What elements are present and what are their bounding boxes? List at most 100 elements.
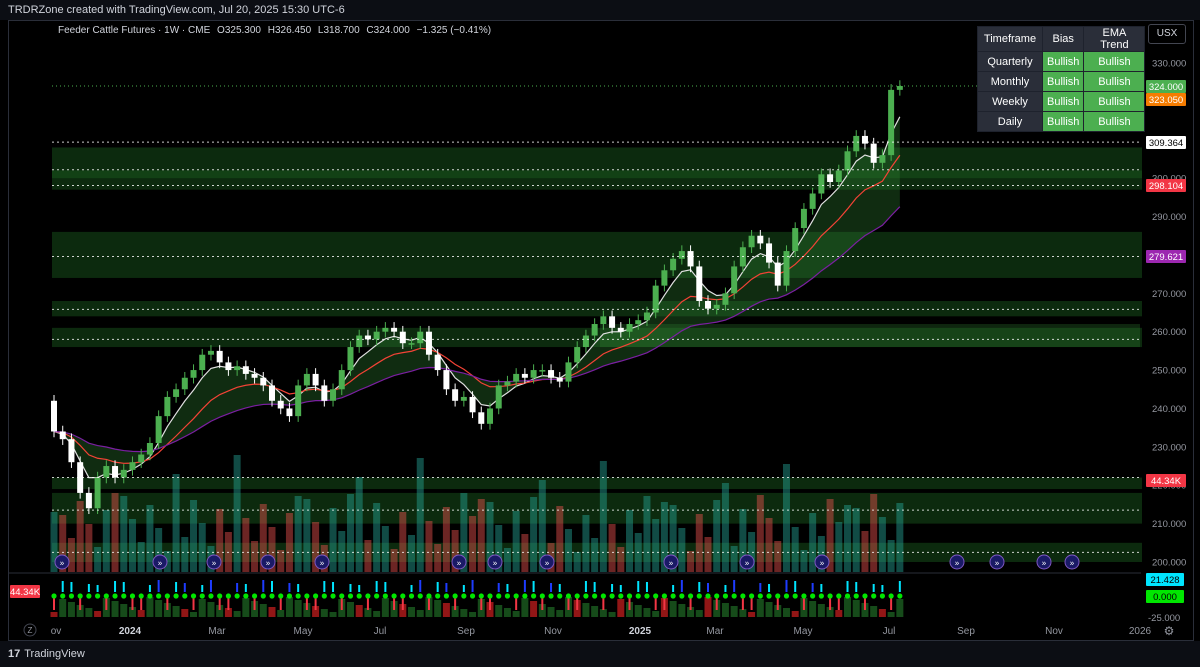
osc-bar xyxy=(76,605,84,617)
osc-dot xyxy=(164,593,170,599)
osc-volume-label-text: 44.34K xyxy=(10,587,41,598)
osc-dot xyxy=(129,593,136,599)
osc-spike xyxy=(366,598,369,610)
osc-spike xyxy=(733,580,736,592)
volume-bar xyxy=(739,509,747,572)
osc-spike xyxy=(236,583,239,592)
osc-bar xyxy=(312,606,320,617)
candle-body xyxy=(783,251,790,286)
candle-body xyxy=(591,324,598,336)
osc-dot xyxy=(801,593,807,599)
osc-dot xyxy=(356,593,362,599)
signal-marker: » xyxy=(206,554,222,570)
candle-body xyxy=(582,335,589,348)
header-bias: Bias xyxy=(1041,26,1085,52)
volume-bar xyxy=(626,510,634,572)
volume-bar xyxy=(896,503,904,572)
signal-marker: » xyxy=(54,554,70,570)
osc-spike xyxy=(829,598,832,610)
signal-marker-icon: » xyxy=(1070,559,1075,568)
candle-body xyxy=(487,408,493,424)
candle-body xyxy=(722,293,729,305)
osc-spike xyxy=(253,598,256,610)
volume-bar xyxy=(469,516,477,572)
bias-cell: Bullish xyxy=(1041,91,1085,112)
signal-marker-circle xyxy=(989,554,1005,570)
candle-body xyxy=(77,462,84,493)
osc-spike xyxy=(175,582,178,592)
volume-bar xyxy=(617,547,625,572)
brand-name: TradingView xyxy=(24,648,85,660)
osc-dot xyxy=(522,593,528,599)
candle-body xyxy=(155,416,162,444)
signal-marker-circle xyxy=(206,554,222,570)
volume-bar xyxy=(408,535,416,572)
osc-bar xyxy=(233,611,241,617)
volume-bar xyxy=(190,500,198,572)
candle-body xyxy=(216,350,223,363)
volume-bar xyxy=(251,541,259,572)
osc-spike xyxy=(584,581,587,592)
volume-bar xyxy=(564,529,572,572)
currency-button[interactable]: USX xyxy=(1148,24,1186,44)
zone-box xyxy=(52,327,1142,348)
candle-body xyxy=(434,354,441,371)
volume-bar xyxy=(765,518,773,572)
osc-spike xyxy=(454,598,457,610)
ohlc-low: L318.700 xyxy=(317,25,360,36)
osc-dot xyxy=(740,593,746,599)
zone-box xyxy=(52,492,1142,524)
volume-bar xyxy=(800,550,808,572)
candle-body xyxy=(661,270,668,286)
osc-bar xyxy=(521,598,529,617)
candle-body xyxy=(408,343,415,345)
signal-marker-circle xyxy=(260,554,276,570)
volume-bar xyxy=(887,540,895,572)
candle-body xyxy=(827,174,834,182)
candle-body xyxy=(181,377,188,390)
candle-body xyxy=(896,86,903,90)
osc-spike xyxy=(654,598,657,610)
volume-bar xyxy=(878,517,886,572)
osc-dot xyxy=(879,593,886,599)
osc-bar xyxy=(582,603,590,617)
osc-dot xyxy=(705,593,711,599)
candle-body xyxy=(225,362,232,371)
osc-dot xyxy=(644,593,650,599)
time-tick: Jul xyxy=(374,626,387,637)
volume-bar xyxy=(67,538,75,572)
osc-dot xyxy=(478,593,484,599)
osc-spike xyxy=(61,581,64,592)
osc-bar xyxy=(434,600,442,617)
osc-dot xyxy=(217,593,223,599)
osc-dot xyxy=(592,593,598,599)
osc-axis-tick: -25.000 xyxy=(1148,613,1180,624)
ohlc-open: O325.300 xyxy=(217,25,261,36)
osc-dot xyxy=(679,593,685,599)
osc-spike xyxy=(855,582,858,592)
settings-gear-icon[interactable]: ⚙ xyxy=(1164,624,1175,638)
volume-bar xyxy=(582,515,590,572)
time-tick: 2024 xyxy=(119,626,142,637)
osc-spike xyxy=(445,583,448,592)
candle-body xyxy=(59,431,66,440)
osc-dot xyxy=(461,593,467,599)
row-quarterly: Quarterly Bullish Bullish xyxy=(977,51,1146,72)
signal-marker: » xyxy=(539,554,555,570)
tradingview-logo[interactable]: 17 TradingView xyxy=(8,648,85,660)
osc-spike xyxy=(489,598,491,610)
volume-bar xyxy=(556,506,564,572)
osc-dot xyxy=(618,593,624,599)
signal-marker-circle xyxy=(314,554,330,570)
osc-spike xyxy=(183,583,186,592)
osc-dot xyxy=(374,593,380,599)
candle-body xyxy=(112,466,119,478)
candle-body xyxy=(251,373,258,378)
candle-body xyxy=(321,385,328,401)
osc-bar xyxy=(373,611,381,617)
osc-dot xyxy=(199,593,205,599)
candle-body xyxy=(539,370,546,372)
volume-bar xyxy=(181,537,189,572)
osc-dot xyxy=(234,593,240,599)
